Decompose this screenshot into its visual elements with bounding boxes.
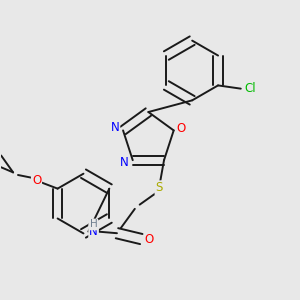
Text: N: N xyxy=(89,225,98,238)
Text: O: O xyxy=(32,174,41,187)
Text: O: O xyxy=(145,232,154,245)
Text: Cl: Cl xyxy=(244,82,256,95)
Text: O: O xyxy=(176,122,185,135)
Text: N: N xyxy=(120,156,129,169)
Text: N: N xyxy=(111,121,119,134)
Text: H: H xyxy=(90,219,98,230)
Text: S: S xyxy=(155,181,163,194)
